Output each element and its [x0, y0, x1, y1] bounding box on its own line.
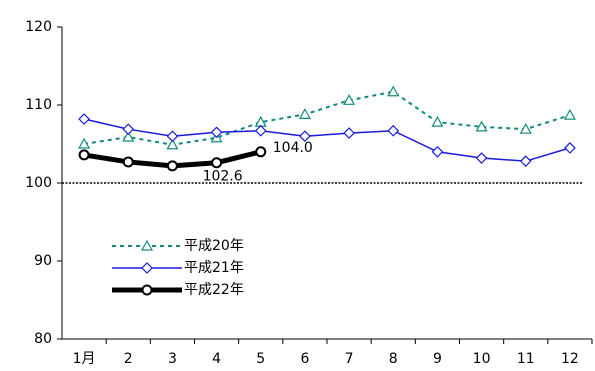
- x-tick-label: 5: [256, 351, 265, 367]
- x-tick-label: 12: [561, 351, 579, 367]
- y-tick-label: 90: [34, 253, 52, 269]
- marker: [122, 156, 134, 168]
- series-line: [83, 90, 571, 146]
- marker: [78, 137, 91, 149]
- marker: [563, 108, 576, 120]
- marker: [298, 108, 311, 119]
- marker: [141, 262, 153, 274]
- marker: [387, 124, 400, 137]
- y-tick-label: 80: [34, 331, 52, 347]
- marker: [122, 130, 135, 142]
- marker: [211, 157, 223, 169]
- series-line: [83, 118, 571, 162]
- marker: [141, 284, 153, 296]
- x-tick-label: 10: [473, 351, 491, 367]
- marker: [519, 155, 532, 168]
- legend-label: 平成20年: [184, 238, 244, 254]
- legend-label: 平成22年: [184, 282, 244, 298]
- marker: [210, 126, 223, 139]
- marker: [387, 85, 400, 97]
- marker: [254, 124, 267, 137]
- y-tick-label: 110: [25, 97, 52, 113]
- marker: [255, 146, 267, 158]
- marker: [122, 123, 135, 136]
- marker: [299, 130, 311, 143]
- x-tick-label: 7: [345, 351, 354, 367]
- x-tick-label: 2: [124, 351, 133, 367]
- x-tick-label: 3: [168, 351, 177, 367]
- x-tick-label: 6: [300, 351, 309, 367]
- marker: [564, 142, 576, 154]
- marker: [519, 122, 532, 134]
- marker: [475, 152, 488, 164]
- marker: [431, 145, 444, 158]
- x-tick-label: 8: [389, 351, 398, 367]
- marker: [78, 149, 90, 161]
- marker: [166, 138, 179, 150]
- data-label: 102.6: [203, 169, 243, 185]
- marker: [431, 115, 444, 127]
- legend-label: 平成21年: [184, 260, 244, 276]
- y-tick-label: 120: [25, 19, 52, 35]
- x-tick-label: 4: [212, 351, 221, 367]
- x-tick-label: 11: [517, 351, 535, 367]
- marker: [78, 113, 90, 125]
- x-tick-label: 1月: [73, 351, 96, 367]
- marker: [140, 239, 154, 251]
- marker: [166, 130, 179, 143]
- y-tick-label: 100: [25, 175, 52, 191]
- data-label: 104.0: [273, 140, 313, 156]
- marker: [166, 160, 178, 172]
- marker: [343, 127, 355, 139]
- marker: [343, 94, 356, 105]
- x-tick-label: 9: [433, 351, 442, 367]
- marker: [475, 120, 488, 132]
